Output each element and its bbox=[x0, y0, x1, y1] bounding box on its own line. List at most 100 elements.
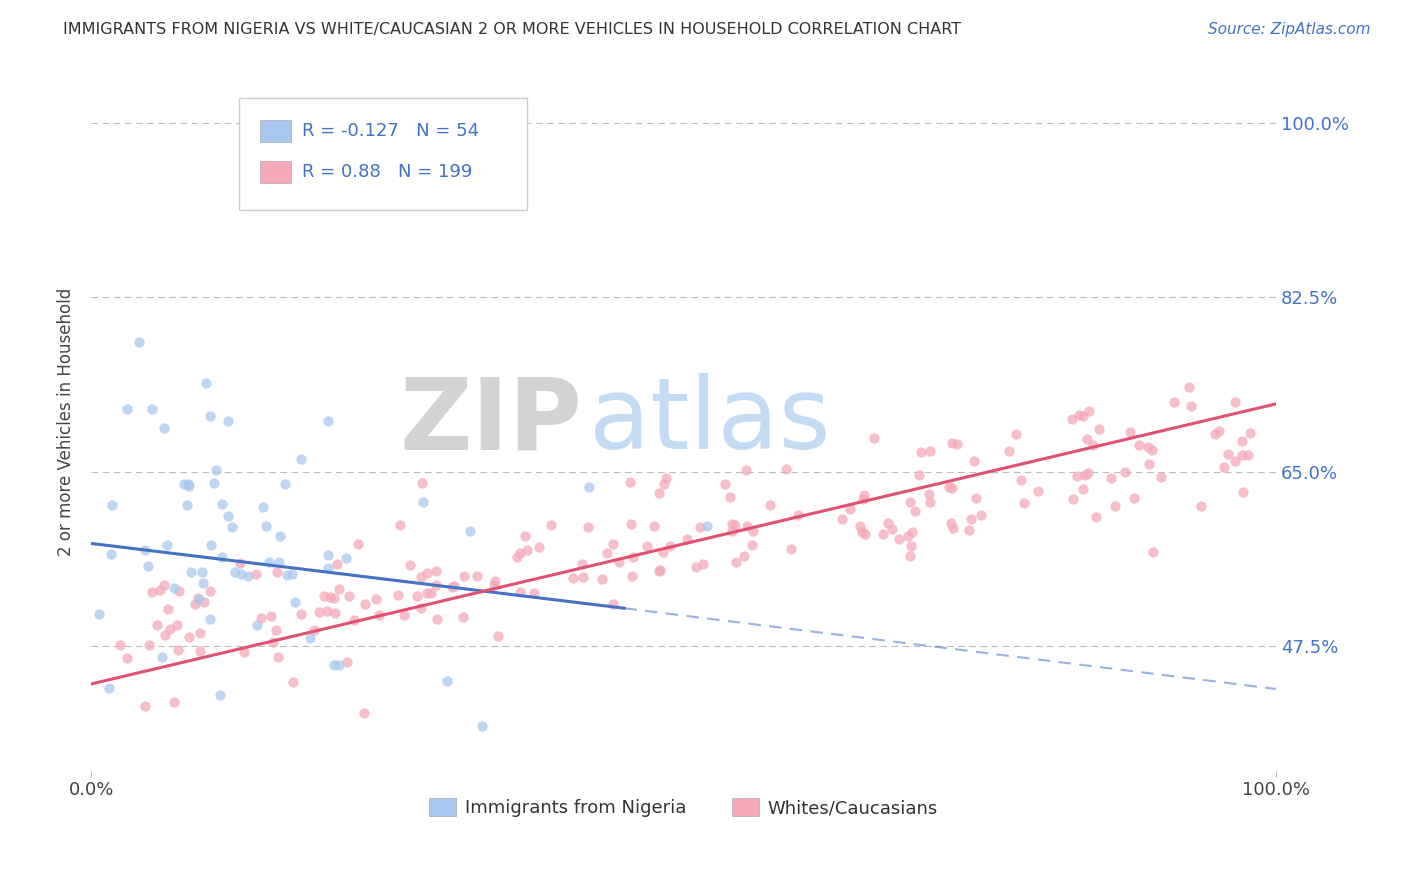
Point bbox=[416, 586, 439, 600]
Point bbox=[591, 572, 613, 586]
Point bbox=[290, 452, 312, 467]
Point bbox=[411, 570, 433, 584]
Point bbox=[724, 518, 747, 533]
Point bbox=[505, 549, 527, 564]
Point bbox=[1104, 500, 1126, 514]
Point bbox=[254, 518, 277, 533]
Point bbox=[1236, 448, 1258, 462]
Point bbox=[1223, 395, 1246, 409]
Point bbox=[267, 555, 290, 569]
Point bbox=[1189, 499, 1212, 513]
Point bbox=[1014, 496, 1036, 510]
Point bbox=[211, 550, 233, 565]
Point bbox=[903, 504, 925, 518]
Point bbox=[339, 589, 361, 603]
Point bbox=[156, 602, 179, 616]
Point bbox=[387, 588, 409, 602]
Point bbox=[177, 476, 200, 491]
Point bbox=[900, 539, 922, 553]
Point bbox=[200, 538, 222, 552]
Point bbox=[741, 538, 763, 552]
Point bbox=[205, 463, 228, 477]
Point bbox=[897, 529, 920, 543]
Point bbox=[366, 592, 388, 607]
Point bbox=[1085, 509, 1108, 524]
Point bbox=[941, 436, 963, 450]
Point bbox=[191, 575, 214, 590]
Point bbox=[1204, 426, 1226, 441]
Point bbox=[367, 608, 389, 623]
Point bbox=[780, 541, 803, 556]
Point bbox=[1026, 484, 1049, 499]
Point bbox=[453, 569, 475, 583]
Point bbox=[198, 583, 221, 598]
Point bbox=[202, 475, 225, 490]
Point bbox=[1077, 404, 1099, 418]
Point bbox=[325, 557, 347, 571]
Y-axis label: 2 or more Vehicles in Household: 2 or more Vehicles in Household bbox=[58, 288, 75, 556]
Point bbox=[115, 402, 138, 417]
Point bbox=[100, 547, 122, 561]
Point bbox=[191, 565, 214, 579]
Point bbox=[266, 623, 288, 637]
Point bbox=[652, 477, 675, 491]
Point bbox=[713, 476, 735, 491]
Point bbox=[852, 488, 875, 502]
Point bbox=[1128, 437, 1150, 451]
Point bbox=[621, 569, 644, 583]
Point bbox=[188, 644, 211, 658]
Point bbox=[238, 568, 260, 582]
Point bbox=[290, 607, 312, 622]
Point bbox=[1239, 426, 1261, 441]
Point bbox=[970, 508, 993, 523]
Point bbox=[918, 444, 941, 458]
Point bbox=[643, 519, 665, 533]
Point bbox=[173, 476, 195, 491]
Point bbox=[167, 643, 190, 657]
Point bbox=[872, 526, 894, 541]
Point bbox=[392, 607, 415, 622]
Point bbox=[211, 497, 233, 511]
Point bbox=[838, 501, 860, 516]
Point bbox=[281, 567, 304, 582]
Point bbox=[281, 675, 304, 690]
Point bbox=[1208, 424, 1230, 438]
Point bbox=[1076, 433, 1098, 447]
Point bbox=[335, 551, 357, 566]
Point bbox=[328, 657, 350, 672]
Point bbox=[284, 595, 307, 609]
Point bbox=[484, 574, 506, 588]
Point bbox=[561, 571, 583, 585]
Point bbox=[1073, 409, 1095, 424]
Point bbox=[183, 597, 205, 611]
Point bbox=[696, 519, 718, 533]
Point bbox=[411, 475, 433, 490]
Point bbox=[623, 549, 645, 564]
Point bbox=[399, 558, 422, 573]
Text: ZIP: ZIP bbox=[399, 374, 583, 470]
Point bbox=[725, 555, 748, 569]
Point bbox=[1232, 485, 1254, 500]
Point bbox=[336, 655, 359, 669]
Point bbox=[153, 628, 176, 642]
Point bbox=[908, 468, 931, 483]
Point bbox=[318, 414, 340, 428]
Point bbox=[128, 335, 150, 350]
Text: Source: ZipAtlas.com: Source: ZipAtlas.com bbox=[1208, 22, 1371, 37]
Point bbox=[1004, 426, 1026, 441]
Point bbox=[141, 585, 163, 599]
Point bbox=[1137, 440, 1160, 454]
Point bbox=[540, 518, 562, 533]
Point bbox=[141, 401, 163, 416]
Point bbox=[176, 499, 198, 513]
Point bbox=[1232, 434, 1254, 449]
Point bbox=[167, 583, 190, 598]
Point bbox=[451, 610, 474, 624]
Point bbox=[458, 524, 481, 539]
Point bbox=[150, 649, 173, 664]
Point bbox=[319, 591, 342, 605]
Point bbox=[1010, 474, 1032, 488]
Point bbox=[343, 614, 366, 628]
Point bbox=[509, 584, 531, 599]
Point bbox=[425, 577, 447, 591]
